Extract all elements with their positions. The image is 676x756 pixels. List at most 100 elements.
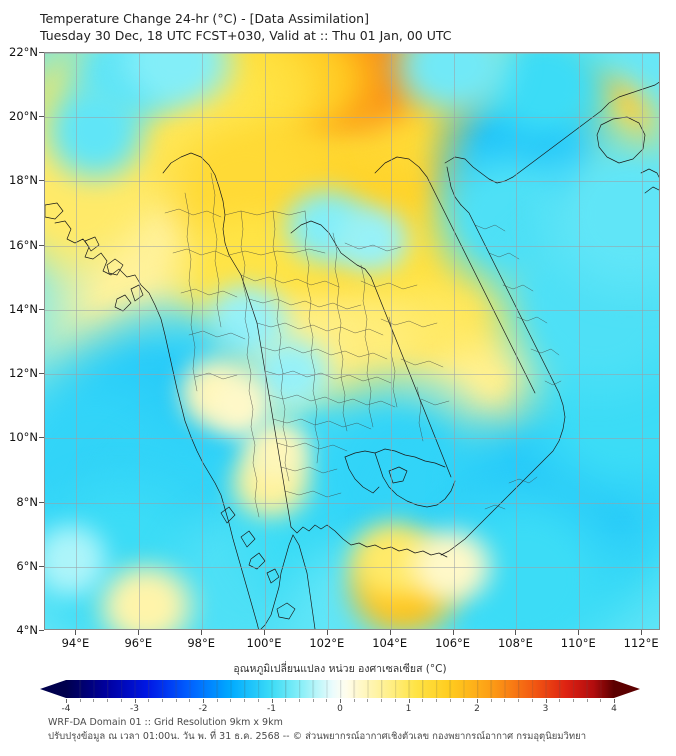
x-axis-tick	[138, 630, 140, 635]
colorbar-minor-tick	[353, 699, 355, 702]
y-axis-tick	[39, 308, 44, 310]
colorbar-tick-label: 2	[474, 704, 480, 714]
colorbar: อุณหภูมิเปลี่ยนแปลง หน่วย องศาเซลเซียส (…	[40, 662, 640, 714]
colorbar-minor-tick	[449, 699, 451, 702]
footer-line-model: WRF-DA Domain 01 :: Grid Resolution 9km …	[48, 717, 283, 728]
colorbar-tick-label: 3	[542, 704, 549, 714]
chart-title-line2: Tuesday 30 Dec, 18 UTC FCST+030, Valid a…	[40, 28, 452, 43]
x-axis-tick-label: 94°E	[61, 636, 90, 650]
y-axis-tick	[39, 180, 44, 182]
colorbar-minor-tick	[490, 699, 492, 702]
colorbar-minor-tick	[312, 699, 314, 702]
y-axis-tick	[39, 501, 44, 503]
y-axis-tick-label: 12°N	[9, 366, 38, 381]
colorbar-label: อุณหภูมิเปลี่ยนแปลง หน่วย องศาเซลเซียส (…	[233, 663, 447, 675]
y-axis-tick-label: 18°N	[9, 173, 38, 188]
colorbar-tick-label: 0	[337, 704, 343, 714]
colorbar-tick-mark	[545, 699, 547, 703]
colorbar-minor-tick	[189, 699, 191, 702]
colorbar-extend-low-arrow	[40, 680, 66, 698]
colorbar-minor-tick	[394, 699, 396, 702]
colorbar-minor-tick	[257, 699, 259, 702]
y-axis-tick	[39, 244, 44, 246]
x-axis-tick-label: 112°E	[623, 636, 659, 650]
y-axis-tick	[39, 373, 44, 375]
colorbar-extend-high-arrow	[614, 680, 640, 698]
colorbar-minor-tick	[435, 699, 437, 702]
y-axis-tick-label: 16°N	[9, 237, 38, 252]
colorbar-tick-mark	[408, 699, 410, 703]
x-axis-tick-label: 104°E	[372, 636, 408, 650]
x-axis-tick	[326, 630, 328, 635]
colorbar-minor-tick	[518, 699, 520, 702]
x-axis-tick	[641, 630, 643, 635]
colorbar-tick-label: 1	[405, 704, 412, 714]
coastline-and-border-overlay	[45, 81, 659, 629]
colorbar-minor-tick	[244, 699, 246, 702]
colorbar-tick-label: -1	[267, 704, 276, 714]
colorbar-tick-label: -4	[61, 704, 71, 714]
colorbar-tick-mark	[203, 699, 204, 703]
colorbar-minor-tick	[216, 699, 218, 702]
colorbar-tick-mark	[66, 699, 67, 703]
colorbar-minor-tick	[93, 699, 95, 702]
colorbar-tick-mark	[271, 699, 273, 703]
colorbar-tick-label: -3	[130, 704, 139, 714]
y-axis-tick-label: 20°N	[9, 109, 38, 124]
y-axis-tick	[39, 565, 44, 567]
colorbar-minor-tick	[586, 699, 588, 702]
colorbar-minor-tick	[572, 699, 574, 702]
map-plot-area	[44, 52, 660, 630]
x-axis-tick-label: 102°E	[309, 636, 345, 650]
colorbar-minor-tick	[79, 699, 81, 702]
chart-title-line1: Temperature Change 24-hr (°C) - [Data As…	[40, 11, 369, 26]
colorbar-minor-tick	[559, 699, 561, 702]
colorbar-ticks: -4 -3 -2 -1 0 1 2 3 4	[62, 699, 617, 715]
y-axis-tick	[39, 52, 44, 53]
y-axis-tick	[39, 437, 44, 439]
y-axis-tick-label: 6°N	[16, 558, 38, 573]
y-axis-tick-label: 10°N	[9, 430, 38, 445]
colorbar-tick-label: -2	[198, 704, 208, 714]
colorbar-minor-tick	[381, 699, 383, 702]
colorbar-minor-tick	[120, 699, 122, 702]
colorbar-tick-mark	[477, 699, 478, 703]
colorbar-tick-mark	[134, 699, 136, 703]
colorbar-minor-tick	[422, 699, 424, 702]
x-axis-tick	[75, 630, 77, 635]
colorbar-minor-tick	[285, 699, 287, 702]
chart-title-block: Temperature Change 24-hr (°C) - [Data As…	[40, 10, 640, 44]
colorbar-minor-tick	[175, 699, 177, 702]
colorbar-minor-tick	[161, 699, 163, 702]
x-axis-tick	[578, 630, 580, 635]
x-axis-tick-label: 100°E	[246, 636, 282, 650]
x-axis-tick-label: 108°E	[497, 636, 533, 650]
x-axis-tick-label: 110°E	[560, 636, 596, 650]
y-axis-tick-label: 8°N	[16, 494, 38, 509]
y-axis-tick	[39, 630, 44, 631]
colorbar-tick-mark	[614, 699, 615, 703]
colorbar-minor-tick	[531, 699, 533, 702]
colorbar-row: -4 -3 -2 -1 0 1 2 3 4	[40, 678, 640, 714]
x-axis-tick	[452, 630, 454, 635]
footer-line-credit: ปรับปรุงข้อมูล ณ เวลา 01:00น. วัน พ. ที่…	[48, 731, 587, 742]
y-axis-tick	[39, 116, 44, 118]
x-axis-tick	[389, 630, 391, 635]
colorbar-minor-tick	[463, 699, 465, 702]
colorbar-minor-tick	[148, 699, 150, 702]
colorbar-minor-tick	[326, 699, 328, 702]
x-axis-tick	[264, 630, 265, 635]
colorbar-tick-mark	[340, 699, 341, 703]
y-axis-tick-label: 22°N	[9, 45, 38, 59]
colorbar-minor-tick	[367, 699, 369, 702]
y-axis-tick-label: 14°N	[9, 301, 38, 316]
footer-block: WRF-DA Domain 01 :: Grid Resolution 9km …	[48, 716, 658, 744]
x-axis-tick-label: 96°E	[124, 636, 153, 650]
x-axis-tick-label: 98°E	[187, 636, 215, 650]
colorbar-minor-tick	[600, 699, 602, 702]
colorbar-tick-label: 4	[611, 704, 617, 714]
colorbar-minor-tick	[298, 699, 300, 702]
colorbar-minor-tick	[230, 699, 232, 702]
y-axis-tick-label: 4°N	[16, 623, 38, 637]
x-axis-tick	[515, 630, 517, 635]
